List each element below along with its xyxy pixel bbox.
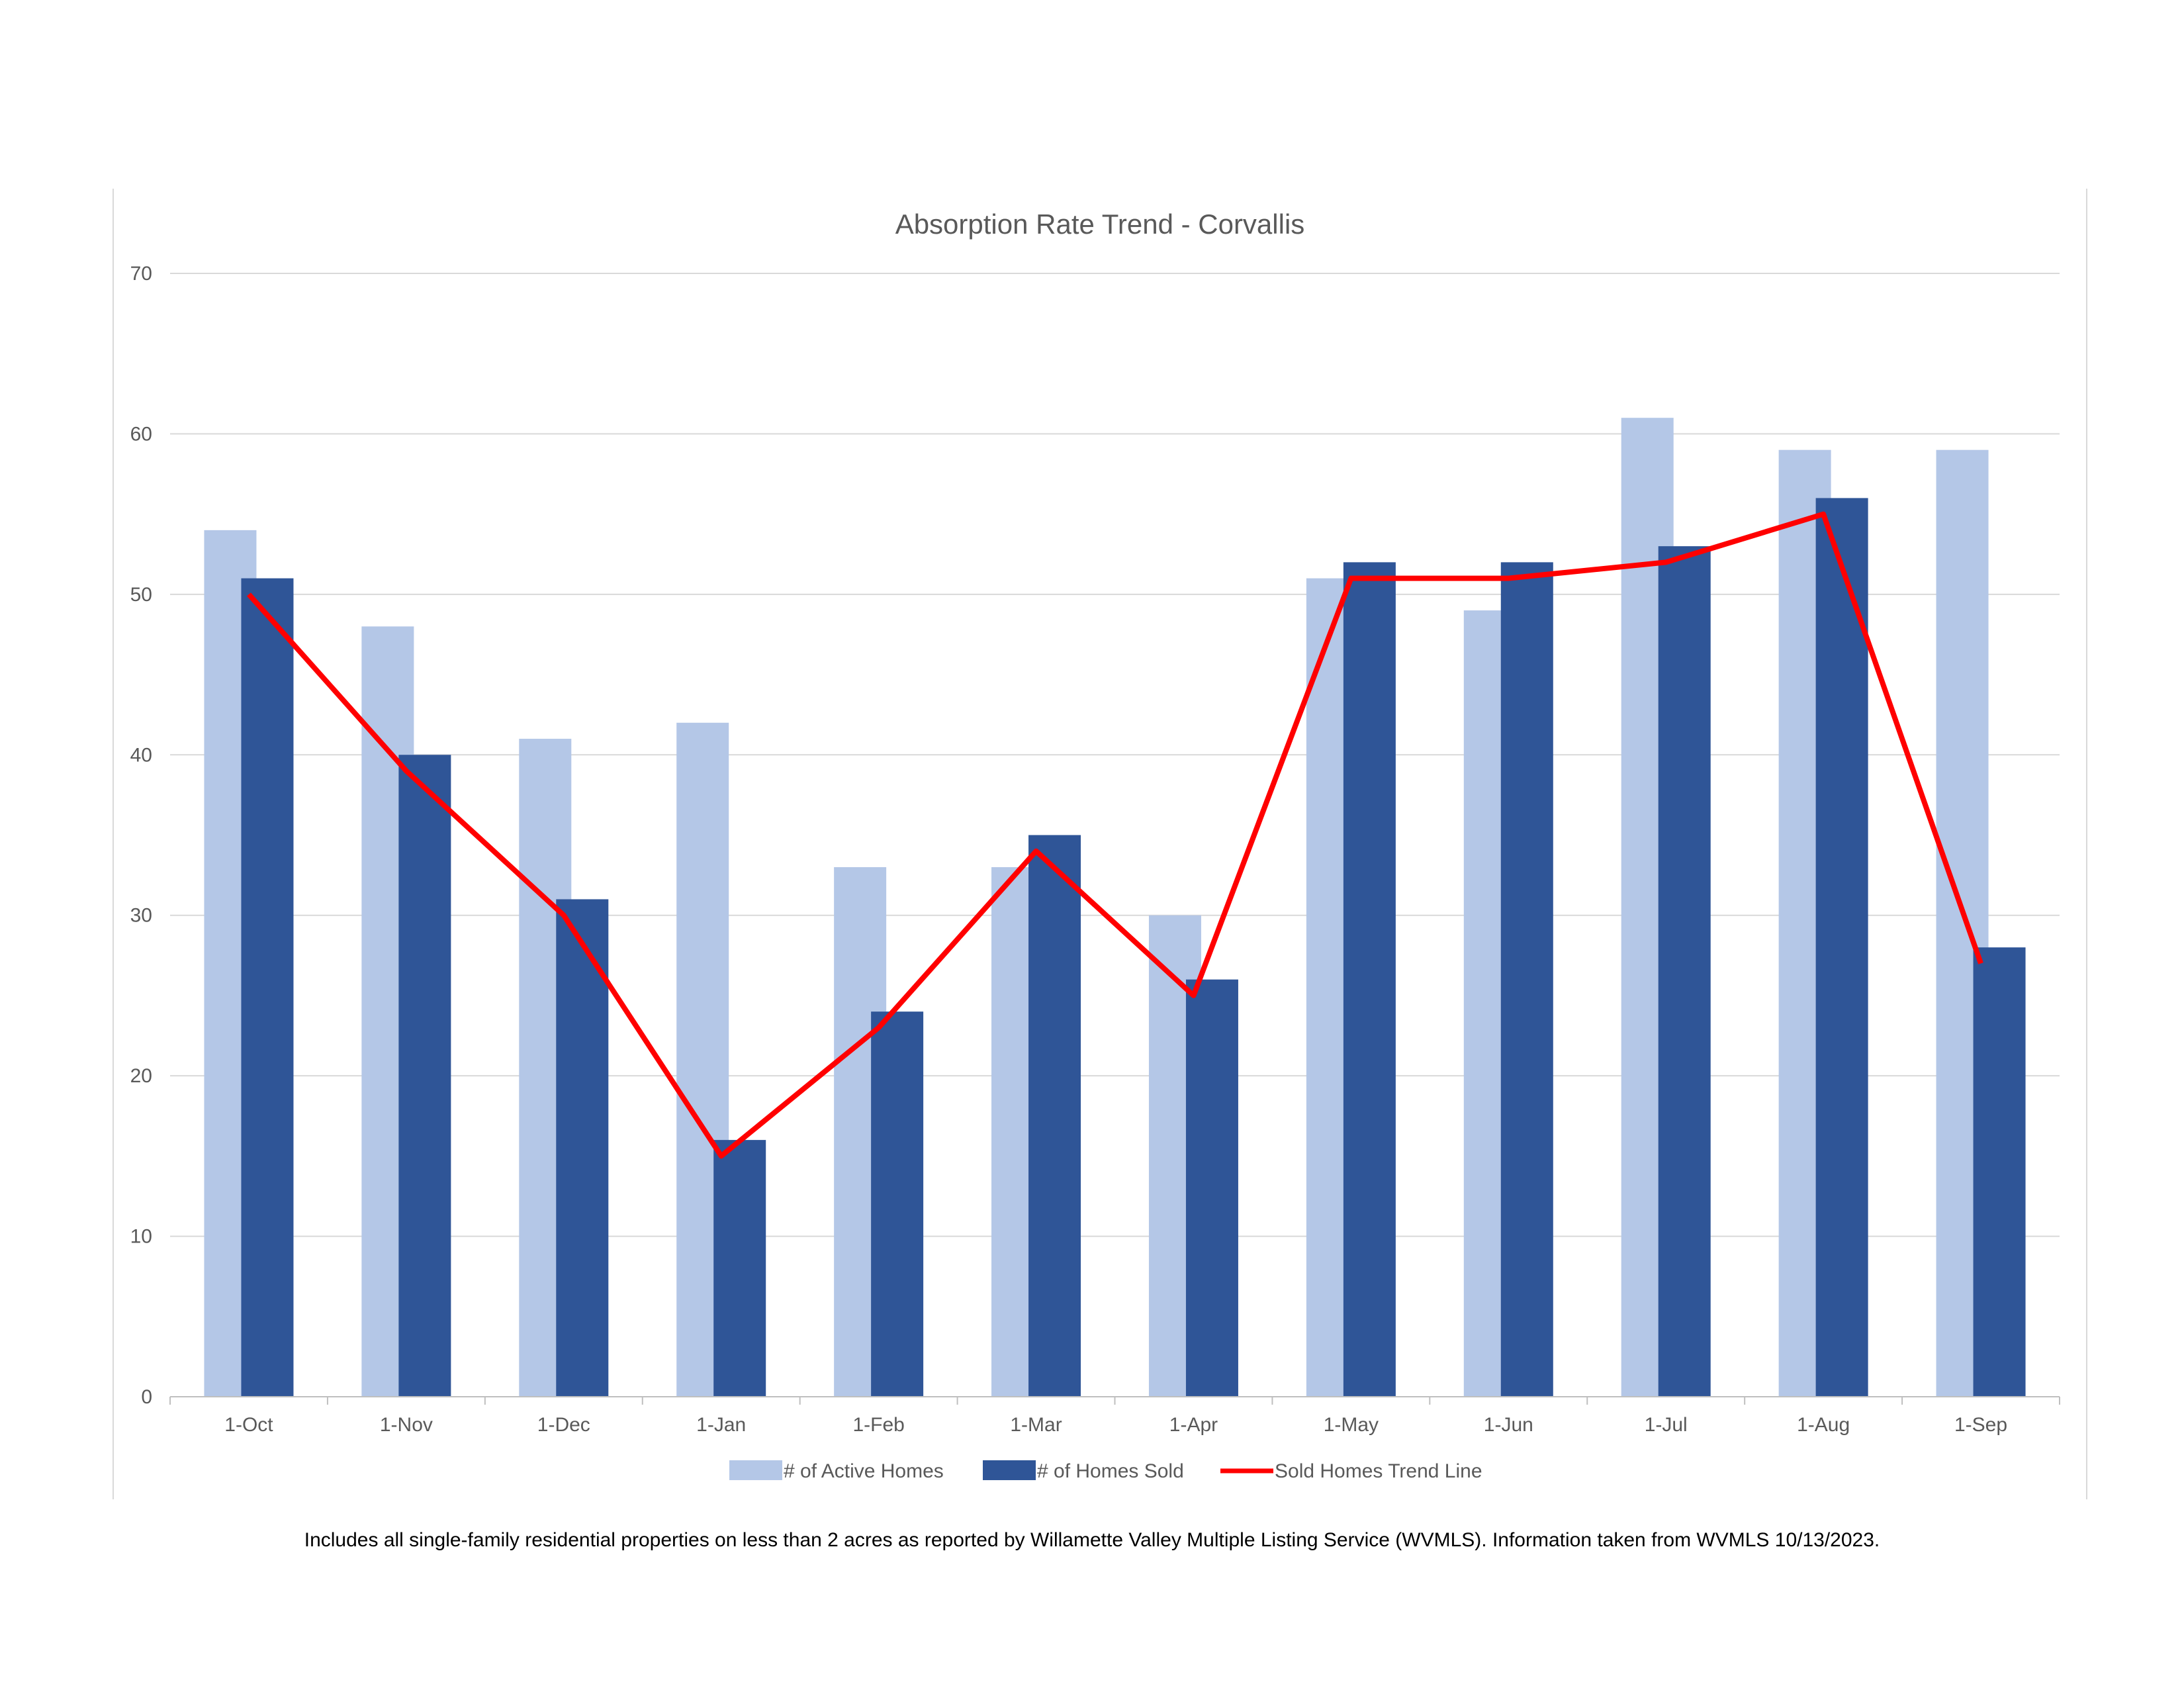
x-tick-label: 1-Jul [1645,1414,1688,1436]
bar-homes-sold [1500,562,1553,1397]
y-tick-label: 70 [130,263,152,285]
legend-homes-sold: # of Homes Sold [983,1460,1184,1482]
y-tick-label: 0 [141,1386,152,1408]
chart-title: Absorption Rate Trend - Corvallis [895,209,1305,240]
legend-label: # of Homes Sold [1037,1460,1184,1482]
x-tick-label: 1-Feb [852,1414,904,1436]
bars [204,418,2026,1397]
legend-label: Sold Homes Trend Line [1275,1460,1482,1482]
bar-homes-sold [1185,979,1238,1397]
axes: 0 10 20 30 40 50 60 70 1-Oct 1-Nov 1-Dec 1-Jan 1-Feb… [130,263,2060,1436]
bar-homes-sold [1973,947,2026,1397]
chart: Absorption Rate Trend - Corvallis 0 10 20 3… [130,209,2060,1482]
legend-trend-line: Sold Homes Trend Line [1220,1460,1482,1482]
bar-homes-sold [556,899,609,1397]
y-tick-label: 60 [130,423,152,445]
y-tick-label: 40 [130,744,152,766]
legend-swatch [983,1460,1036,1480]
trend-line-path [246,511,1983,1159]
bar-homes-sold [871,1011,924,1397]
gridlines [170,273,2060,1237]
x-tick-label: 1-Oct [224,1414,273,1436]
bar-homes-sold [1658,546,1711,1397]
chart-frame: Absorption Rate Trend - Corvallis 0 10 20 3… [113,189,2087,1499]
bar-homes-sold [1815,498,1868,1397]
y-tick-label: 50 [130,584,152,606]
x-tick-label: 1-Dec [537,1414,590,1436]
legend-active-homes: # of Active Homes [729,1460,944,1482]
y-tick-label: 10 [130,1226,152,1248]
x-tick-label: 1-Mar [1010,1414,1062,1436]
legend: # of Active Homes # of Homes Sold Sold Hom… [729,1460,1482,1482]
x-tick-label: 1-Jun [1484,1414,1533,1436]
x-tick-label: 1-May [1324,1414,1379,1436]
bar-homes-sold [398,755,451,1397]
y-tick-label: 30 [130,905,152,927]
bar-homes-sold [241,578,294,1397]
x-tick-label: 1-Jan [696,1414,746,1436]
trend-line [246,511,1983,1159]
bar-homes-sold [1343,562,1396,1397]
x-tick-label: 1-Sep [1954,1414,2007,1436]
x-tick-label: 1-Aug [1797,1414,1850,1436]
legend-swatch [729,1460,782,1480]
bar-homes-sold [713,1140,766,1397]
footnote: Includes all single-family residential p… [304,1529,1880,1551]
legend-label: # of Active Homes [784,1460,944,1482]
bar-homes-sold [1028,835,1081,1397]
y-tick-label: 20 [130,1065,152,1087]
x-tick-label: 1-Apr [1169,1414,1218,1436]
x-tick-label: 1-Nov [380,1414,433,1436]
